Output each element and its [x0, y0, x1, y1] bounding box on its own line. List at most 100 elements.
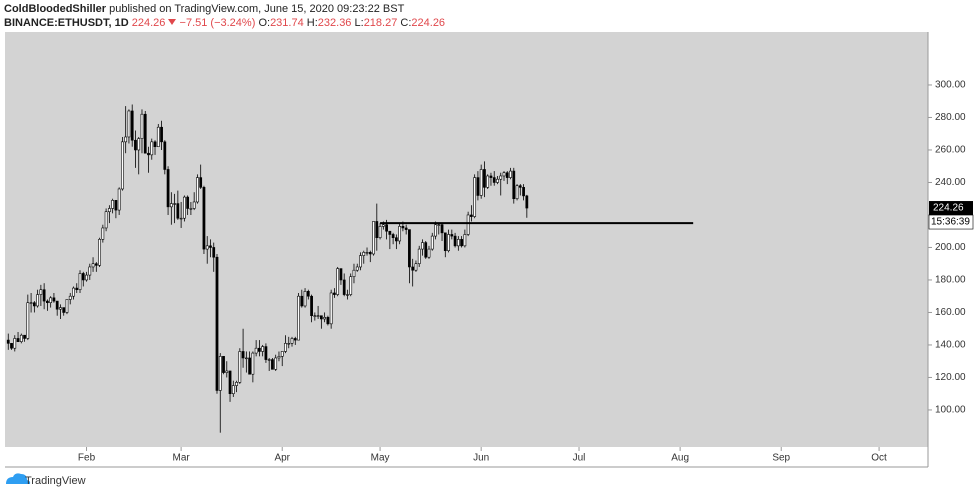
candle-body — [196, 177, 199, 203]
candle-body — [101, 227, 105, 240]
change: −7.51 (−3.24%) — [179, 17, 256, 29]
candle-body — [417, 248, 421, 265]
candle-body — [518, 185, 522, 188]
candle-body — [218, 356, 222, 391]
candle-body — [512, 170, 516, 200]
y-tick-label: 180.00 — [935, 275, 966, 286]
candle-body — [319, 315, 323, 320]
candle-body — [205, 245, 209, 250]
candle-body — [440, 224, 444, 234]
candle-body — [176, 203, 180, 219]
high-label: H: — [306, 17, 318, 29]
candle-body — [127, 110, 131, 138]
candle-body — [284, 343, 287, 352]
candle-body — [199, 177, 203, 188]
candle-body — [388, 230, 392, 235]
y-tick-label: 100.00 — [935, 405, 966, 416]
candle-body — [107, 208, 111, 213]
countdown-tag — [928, 214, 974, 230]
candle-body — [117, 188, 121, 211]
candle-body — [450, 234, 454, 237]
candle-body — [424, 242, 428, 258]
y-tick-label: 160.00 — [935, 307, 966, 318]
candle-body — [346, 294, 349, 296]
x-tick-label: Aug — [671, 453, 689, 464]
candle-body — [463, 234, 467, 247]
candle-body — [72, 287, 75, 297]
candle-body — [375, 221, 379, 239]
low: 218.27 — [363, 17, 398, 29]
candle-body — [398, 226, 402, 242]
candle-body — [173, 203, 176, 205]
candle-body — [241, 351, 245, 359]
candle-body — [94, 263, 98, 266]
candle-body — [91, 263, 95, 268]
symbol: BINANCE:ETHUSDT, 1D — [4, 17, 129, 29]
last-price: 224.26 — [131, 17, 166, 29]
candle-body — [352, 269, 356, 278]
candle-body — [404, 227, 408, 230]
candle-body — [98, 239, 101, 266]
candle-body — [430, 235, 434, 250]
candle-body — [336, 268, 340, 295]
candle-body — [414, 263, 418, 271]
x-tick-label: Apr — [274, 453, 290, 464]
candle-body — [473, 177, 477, 217]
candle-body — [486, 175, 490, 188]
candle-body — [297, 295, 300, 341]
candle-body — [326, 317, 330, 325]
candle-body — [434, 224, 437, 237]
candle-body — [212, 247, 216, 258]
price-tag-label: 224.26 — [933, 203, 964, 214]
candle-body — [401, 226, 405, 229]
candle-body — [362, 252, 366, 256]
candle-body — [258, 347, 261, 352]
candle-body — [489, 175, 493, 178]
price-tag — [929, 201, 973, 216]
candle-body — [42, 289, 46, 302]
candle-body — [121, 141, 124, 190]
candle-body — [342, 279, 346, 295]
candle-body — [124, 136, 128, 143]
candle-body — [104, 211, 108, 229]
candle-body — [505, 172, 509, 178]
candle-body — [215, 256, 219, 391]
candle-body — [130, 110, 134, 141]
candle-body — [365, 252, 369, 254]
candle-body — [525, 195, 529, 209]
candle-body — [10, 343, 13, 349]
candle-body — [470, 214, 473, 217]
candle-body — [81, 273, 85, 281]
candle-body — [339, 268, 343, 281]
candle-body — [333, 292, 336, 295]
candle-body — [32, 302, 36, 307]
candle-body — [179, 217, 183, 220]
candle-body — [456, 239, 460, 247]
candle-body — [166, 169, 170, 208]
candle-body — [140, 113, 144, 139]
y-tick-label: 300.00 — [935, 80, 966, 91]
author: ColdBloodedShiller — [4, 3, 107, 15]
plot-background — [5, 32, 928, 447]
candle-body — [385, 224, 388, 232]
candle-body — [395, 237, 398, 242]
candle-body — [143, 113, 147, 154]
candle-body — [368, 252, 372, 255]
candle-body — [287, 343, 291, 345]
candle-body — [244, 357, 248, 360]
candle-body — [78, 273, 82, 291]
candle-body — [303, 291, 307, 307]
x-tick-label: Jul — [573, 453, 586, 464]
candle-body — [310, 295, 313, 317]
candle-body — [447, 234, 450, 252]
logo: TradingView — [6, 473, 86, 487]
candle-body — [231, 385, 235, 395]
candle-body — [46, 300, 49, 304]
candle-body — [323, 317, 327, 320]
candle-body — [65, 299, 69, 313]
x-tick-label: Sep — [772, 453, 790, 464]
candle-body — [496, 178, 499, 183]
candle-body — [202, 187, 206, 250]
low-label: L: — [354, 17, 364, 29]
candle-body — [306, 291, 310, 297]
